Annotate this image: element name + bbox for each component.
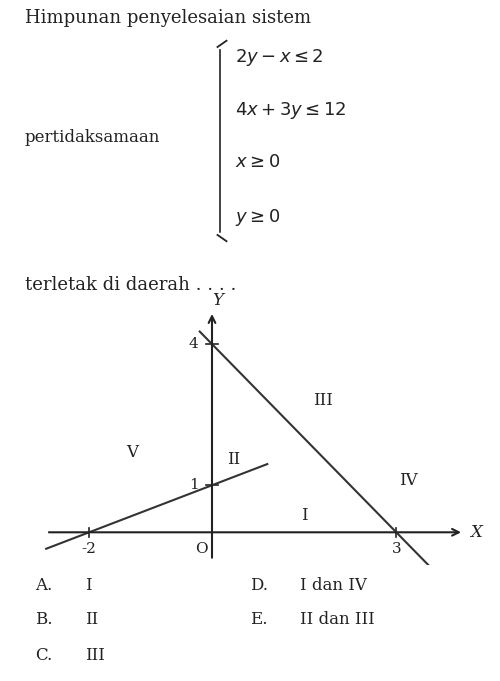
Text: Y: Y	[212, 291, 224, 308]
Text: $x \geq 0$: $x \geq 0$	[235, 153, 281, 172]
Text: V: V	[126, 444, 138, 461]
Text: B.: B.	[35, 611, 52, 628]
Text: Himpunan penyelesaian sistem: Himpunan penyelesaian sistem	[25, 10, 311, 27]
Text: E.: E.	[250, 611, 268, 628]
Text: A.: A.	[35, 577, 52, 594]
Text: II: II	[227, 451, 240, 468]
Text: $y \geq 0$: $y \geq 0$	[235, 207, 281, 227]
Text: III: III	[312, 392, 332, 409]
Text: 4: 4	[188, 337, 198, 351]
Text: IV: IV	[400, 472, 418, 489]
Text: O: O	[194, 542, 207, 556]
Text: I: I	[85, 577, 91, 594]
Text: -2: -2	[82, 542, 96, 556]
Text: $2y - x \leq 2$: $2y - x \leq 2$	[235, 47, 324, 68]
Text: D.: D.	[250, 577, 268, 594]
Text: III: III	[85, 647, 105, 664]
Text: 1: 1	[188, 478, 198, 492]
Text: X: X	[470, 524, 482, 541]
Text: $4x + 3y \leq 12$: $4x + 3y \leq 12$	[235, 100, 346, 121]
Text: I dan IV: I dan IV	[300, 577, 367, 594]
Text: 3: 3	[392, 542, 401, 556]
Text: I: I	[301, 507, 308, 524]
Text: C.: C.	[35, 647, 52, 664]
Text: pertidaksamaan: pertidaksamaan	[25, 129, 160, 146]
Text: II: II	[85, 611, 98, 628]
Text: terletak di daerah . . . .: terletak di daerah . . . .	[25, 276, 236, 294]
Text: II dan III: II dan III	[300, 611, 375, 628]
